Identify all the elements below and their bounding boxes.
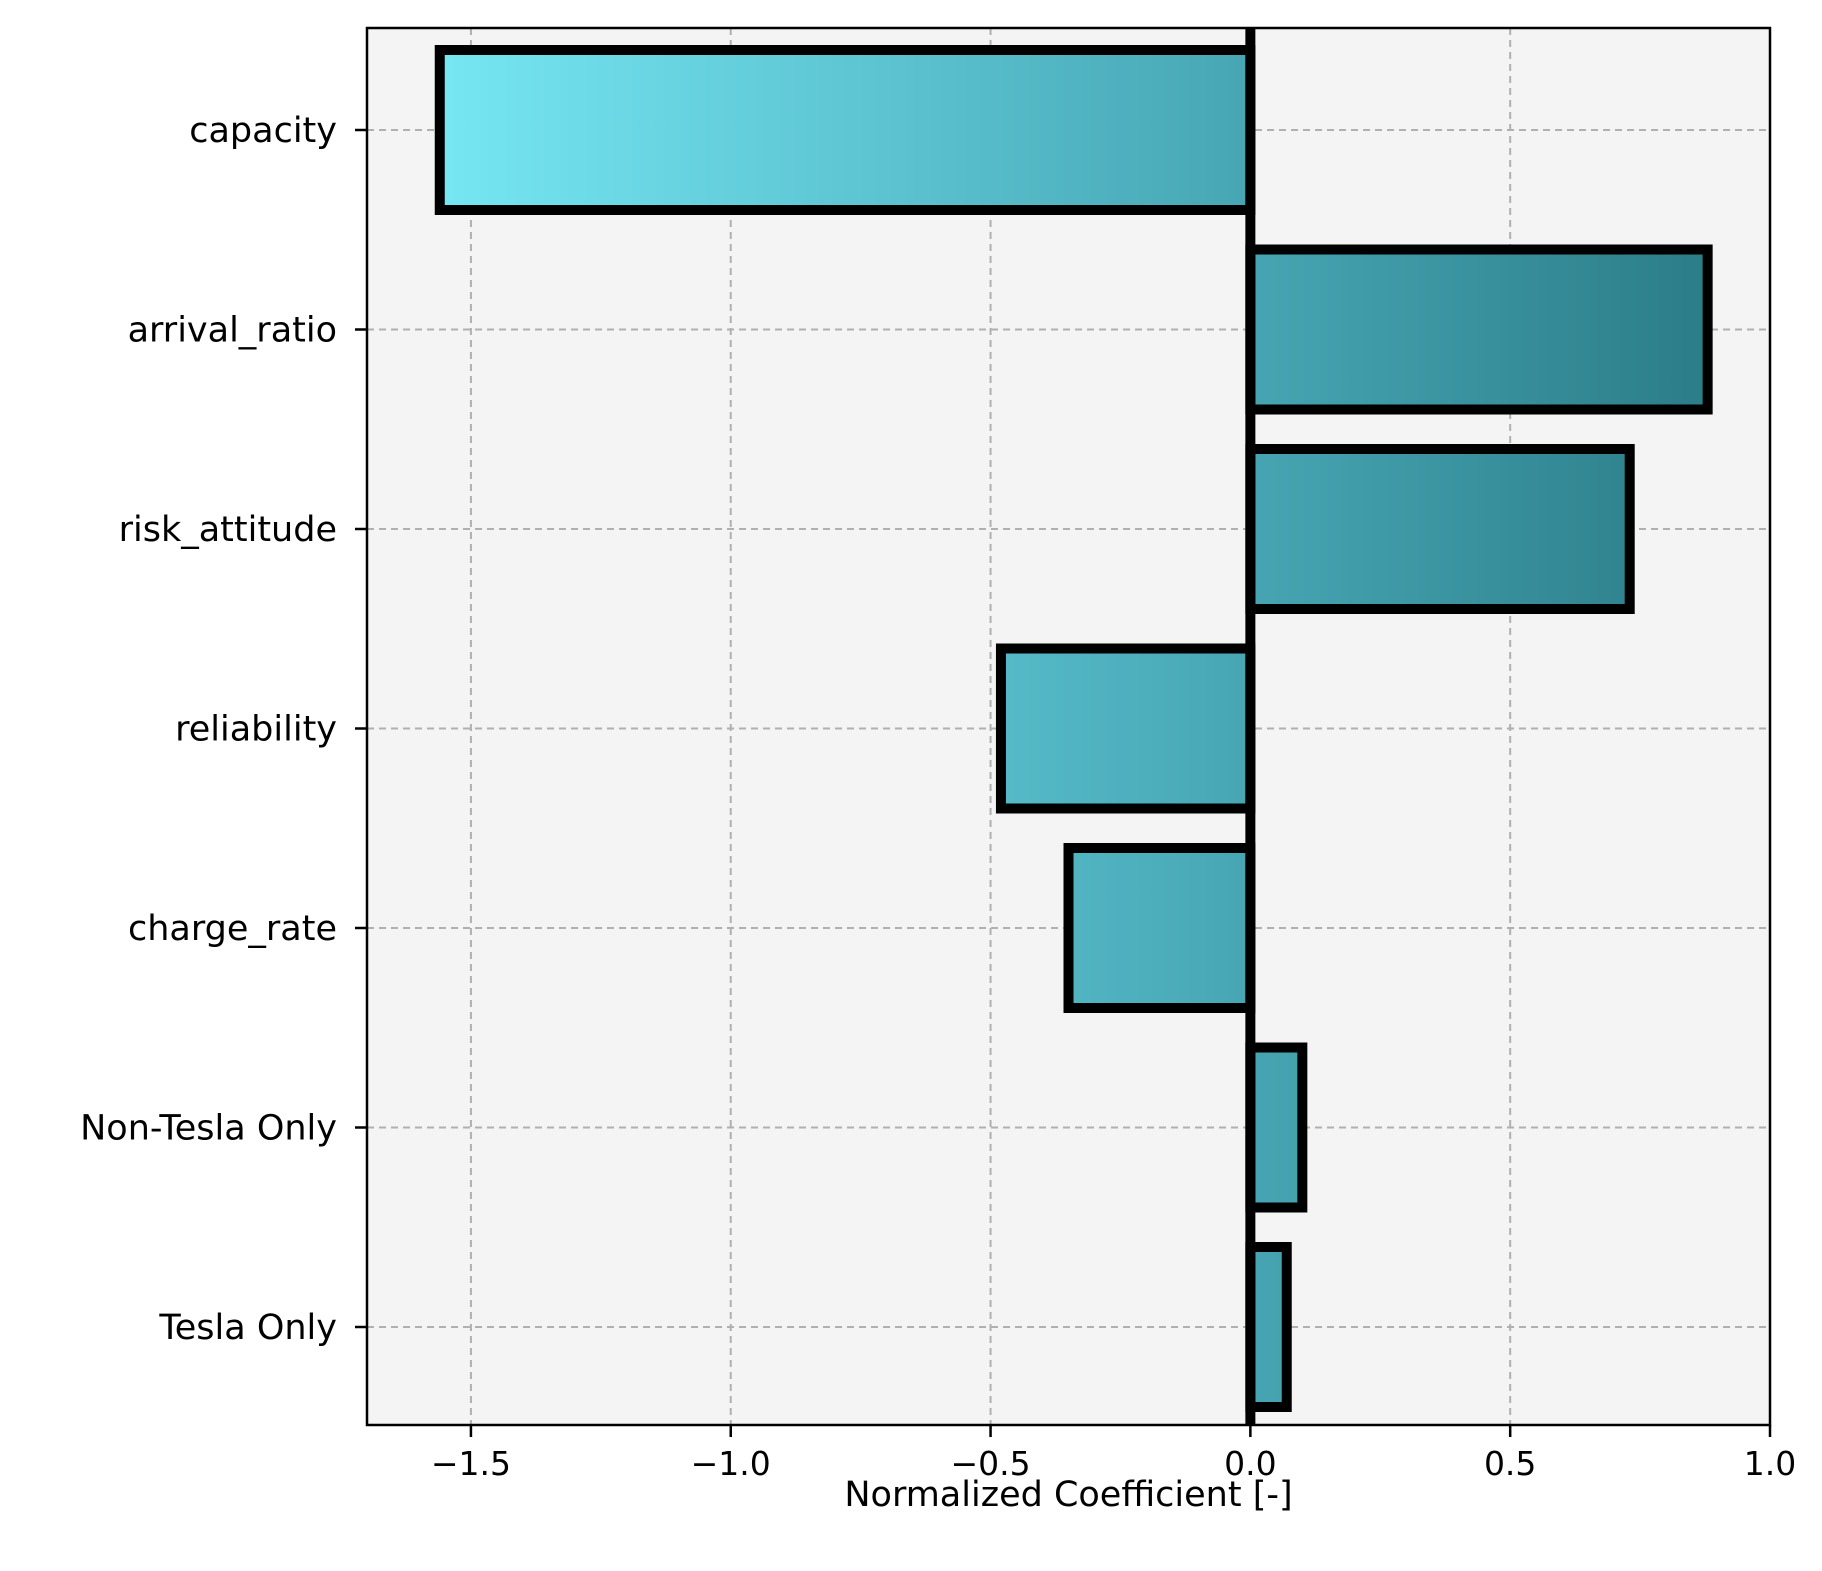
x-tick-label: −1.5 bbox=[431, 1444, 511, 1483]
ticks: −1.5 −1.0 −0.5 0.0 0.5 1.0 capacity arrival_rat… bbox=[80, 111, 1796, 1483]
y-tick-label: risk_attitude bbox=[119, 510, 337, 550]
bar-arrival-ratio bbox=[1245, 244, 1713, 415]
bar-capacity bbox=[434, 45, 1256, 215]
x-axis-label: Normalized Coefficient [-] bbox=[844, 1475, 1292, 1515]
y-tick-label: reliability bbox=[175, 710, 337, 750]
x-tick-label: 0.5 bbox=[1484, 1444, 1536, 1483]
bar-charge-rate bbox=[1063, 843, 1256, 1013]
bar-non-tesla-only bbox=[1245, 1042, 1308, 1213]
y-tick-label: Non-Tesla Only bbox=[80, 1109, 337, 1149]
bar-tesla-only bbox=[1245, 1242, 1292, 1412]
x-tick-label: −1.0 bbox=[691, 1444, 771, 1483]
bar-risk-attitude bbox=[1245, 444, 1635, 614]
bar-reliability bbox=[995, 643, 1256, 814]
x-tick-label: 0.0 bbox=[1224, 1444, 1276, 1483]
x-tick-label: 1.0 bbox=[1744, 1444, 1796, 1483]
y-tick-label: capacity bbox=[189, 111, 337, 151]
x-tick-label: −0.5 bbox=[950, 1444, 1030, 1483]
y-tick-label: charge_rate bbox=[128, 909, 337, 949]
plot-frame bbox=[365, 26, 1772, 1427]
y-tick-label: Tesla Only bbox=[158, 1308, 337, 1348]
bars bbox=[434, 45, 1713, 1412]
y-tick-label: arrival_ratio bbox=[128, 311, 337, 351]
